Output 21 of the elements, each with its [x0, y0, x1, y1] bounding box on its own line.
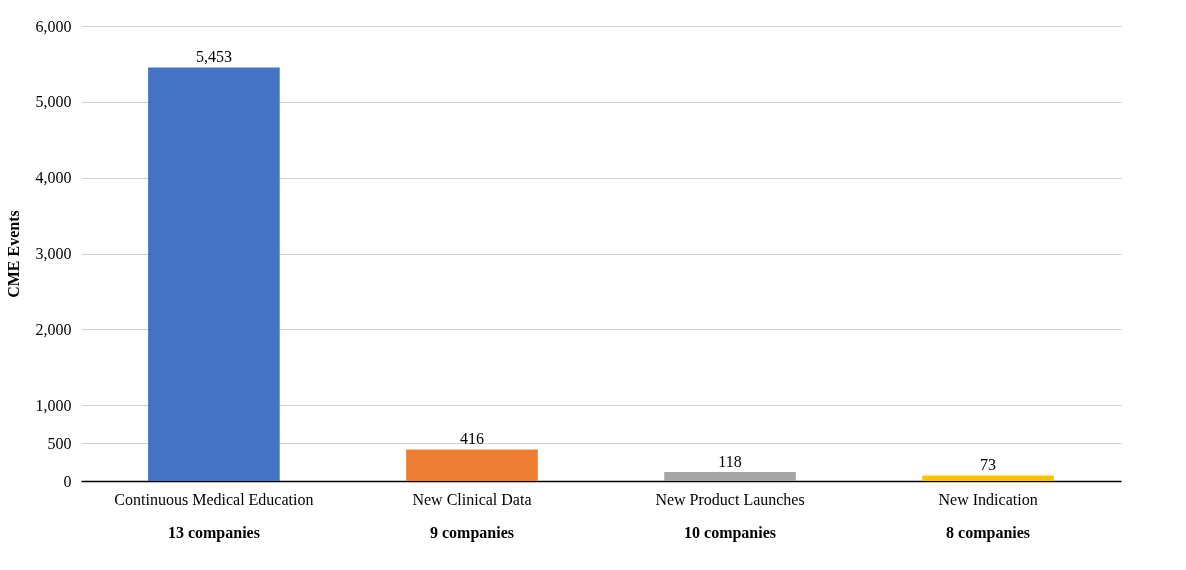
data-label: 416 — [459, 430, 484, 448]
category-label: New Clinical Data 9 companies — [412, 490, 532, 541]
y-axis-title: CME Events — [4, 210, 22, 298]
y-tick-label: 3,000 — [35, 245, 72, 262]
y-tick-label: 6,000 — [35, 17, 72, 35]
y-tick-label: 500 — [47, 434, 72, 452]
data-label: 5,453 — [195, 48, 232, 66]
data-label: 73 — [980, 456, 997, 474]
y-tick-label: 4,000 — [35, 169, 72, 187]
bar — [664, 472, 796, 481]
bar — [406, 449, 538, 481]
data-label: 118 — [718, 453, 742, 471]
y-tick-label: 2,000 — [35, 320, 72, 338]
bar — [922, 475, 1054, 481]
category-label: Continuous Medical Education 13 companies — [114, 490, 314, 541]
category-label: New Product Launches 10 companies — [655, 490, 805, 541]
bar — [148, 67, 280, 481]
y-tick-label: 0 — [63, 472, 72, 490]
y-tick-label: 5,000 — [35, 93, 72, 111]
y-tick-label: 1,000 — [35, 396, 72, 414]
category-label: New Indication 8 companies — [938, 490, 1038, 541]
